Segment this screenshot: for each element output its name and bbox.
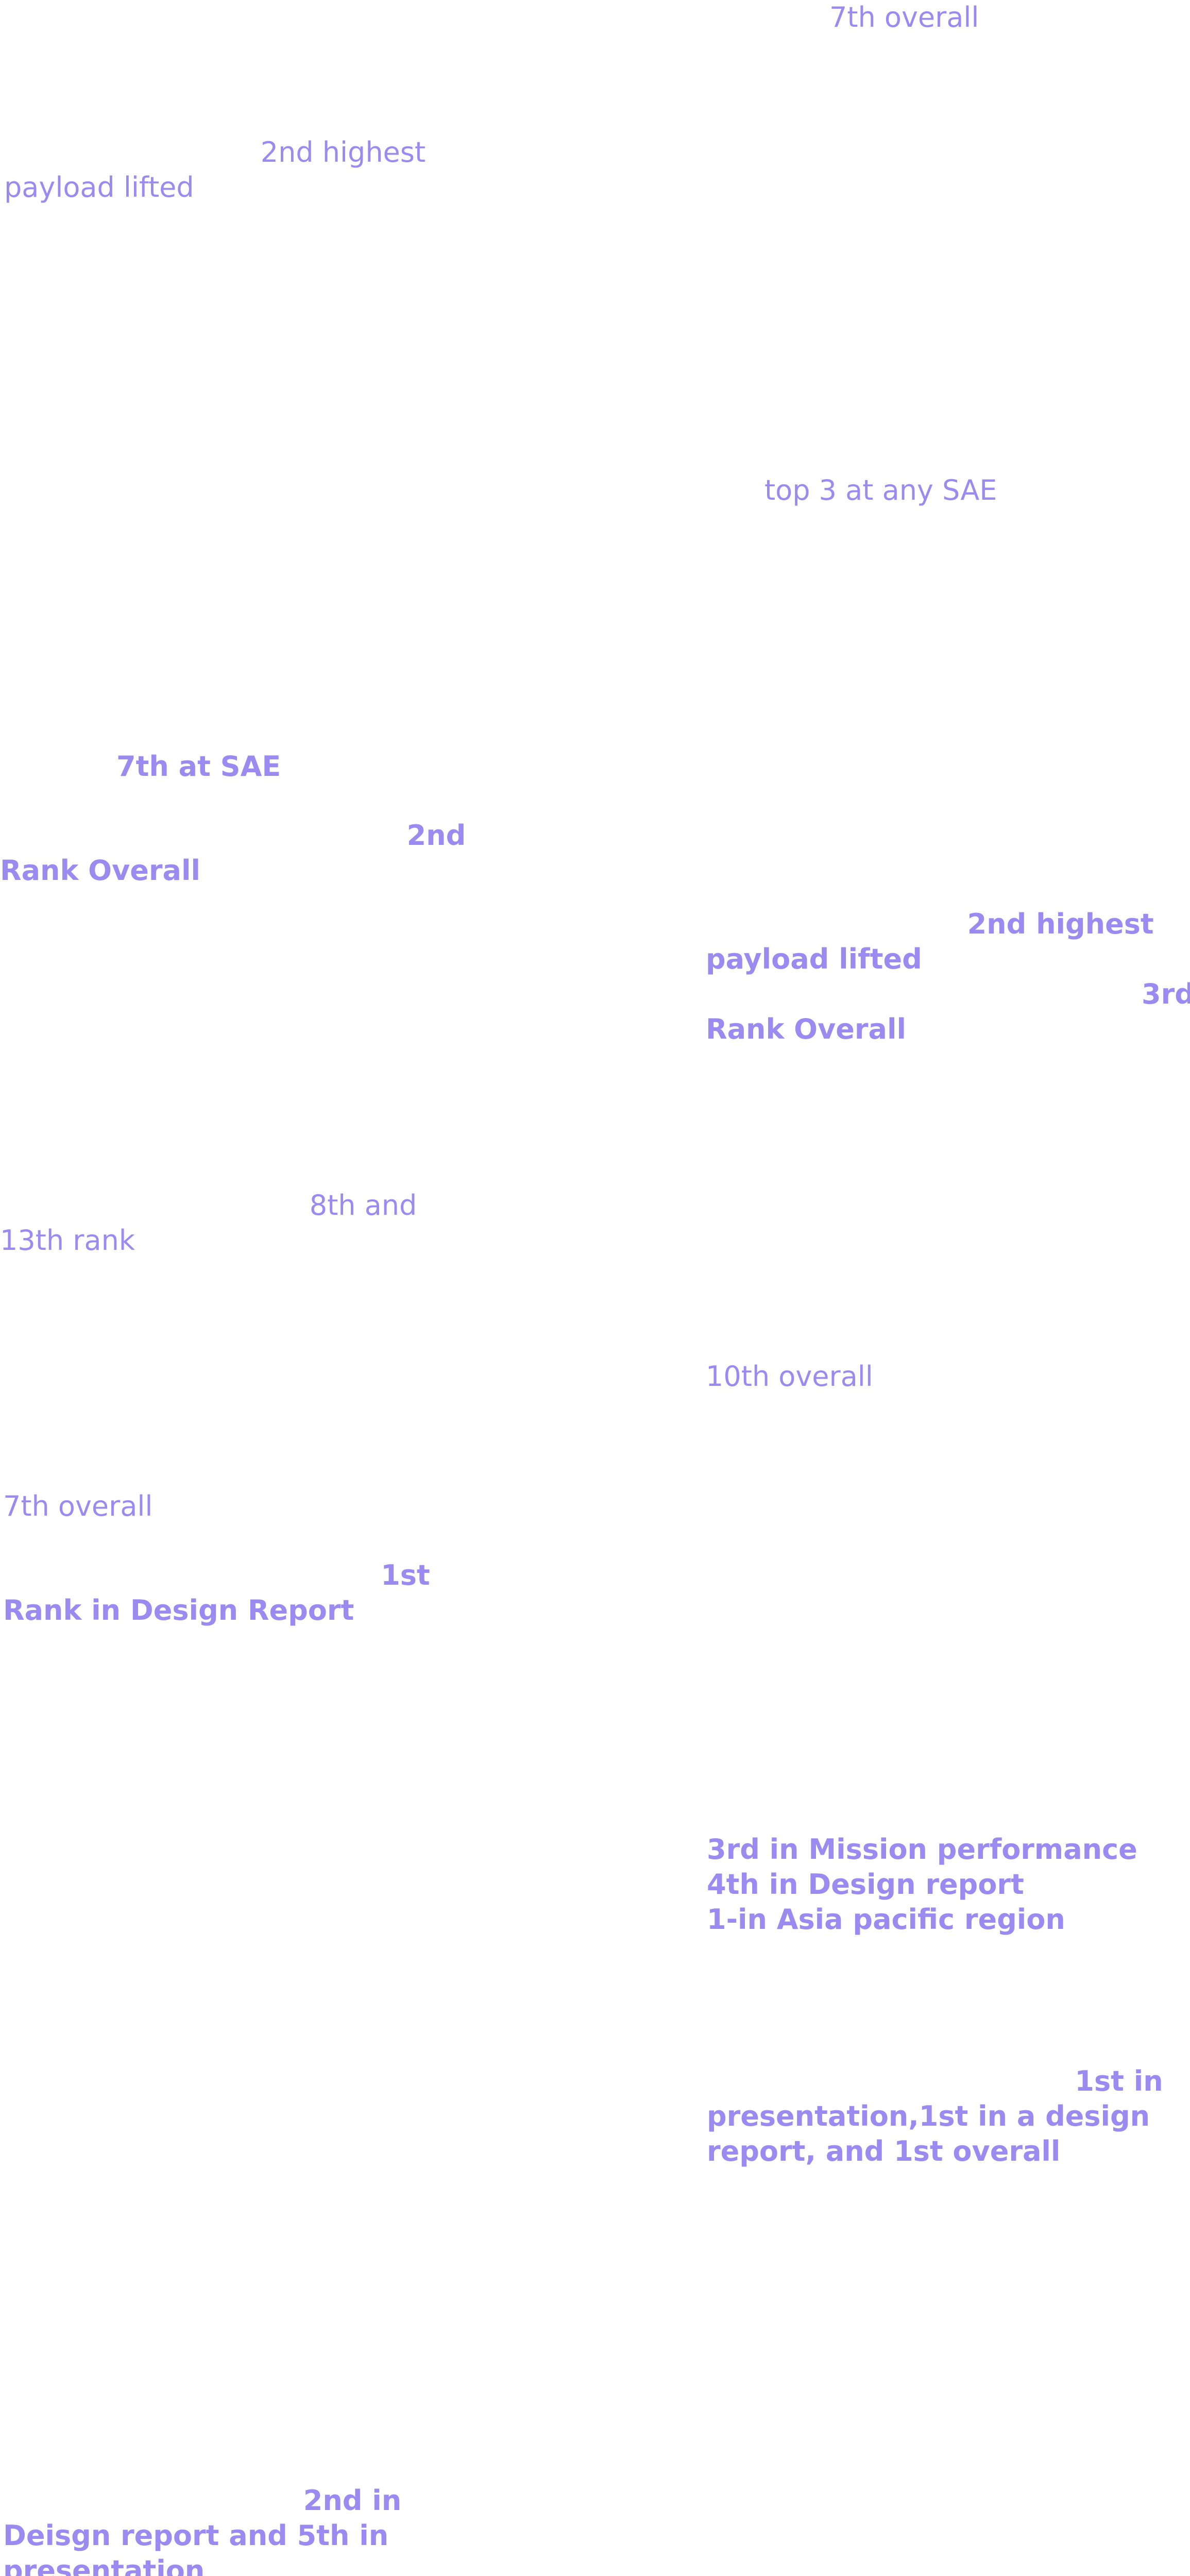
text-line: payload lifted (4, 171, 194, 204)
text-line: Rank in Design Report (3, 1594, 354, 1626)
text-line: Rank Overall (0, 854, 200, 887)
achievement-7th-overall-top: 7th overall (829, 1, 979, 33)
text-line: 1st (3, 1559, 430, 1591)
achievement-2nd-design-5th-presentation: 2nd in Deisgn report and 5th in presenta… (3, 2483, 401, 2576)
text-line: presentation,1st in a design (707, 2100, 1150, 2132)
achievement-top-3-at-any-sae: top 3 at any SAE (764, 474, 997, 506)
text-line: 3rd in Mission performance (707, 1833, 1137, 1866)
text-line: 3rd (706, 978, 1190, 1010)
text-line: 2nd highest (706, 908, 1154, 940)
text-line: 4th in Design report (707, 1868, 1024, 1901)
achievement-payload-and-3rd-rank: 2nd highest payload lifted 3rd Rank Over… (706, 907, 1190, 1047)
achievement-2nd-highest-payload: 2nd highest payload lifted (4, 135, 426, 205)
achievement-10th-overall: 10th overall (706, 1360, 873, 1393)
text-line: 8th and (0, 1189, 417, 1222)
text-line: Rank Overall (706, 1013, 906, 1045)
achievement-8th-and-13th-rank: 8th and 13th rank (0, 1188, 417, 1258)
text-line: 2nd (0, 819, 466, 852)
text-line: 13th rank (0, 1224, 135, 1257)
achievement-7th-overall-left: 7th overall (3, 1490, 153, 1522)
achievement-mission-design-asia: 3rd in Mission performance 4th in Design… (707, 1832, 1137, 1937)
achievement-2nd-rank-overall: 2nd Rank Overall (0, 818, 466, 888)
text-line: 1st in (707, 2065, 1163, 2097)
achievement-1st-presentation-design-overall: 1st in presentation,1st in a design repo… (707, 2064, 1163, 2169)
text-line: presentation (3, 2554, 205, 2576)
text-line: report, and 1st overall (707, 2135, 1061, 2167)
achievement-1st-design-report: 1st Rank in Design Report (3, 1558, 430, 1628)
text-line: 2nd highest (4, 136, 426, 168)
achievement-7th-at-sae: 7th at SAE (116, 750, 281, 783)
text-line: 2nd in (3, 2484, 402, 2517)
text-line: Deisgn report and 5th in (3, 2519, 389, 2552)
text-line: payload lifted (706, 943, 922, 975)
text-line: 1-in Asia pacific region (707, 1903, 1065, 1936)
